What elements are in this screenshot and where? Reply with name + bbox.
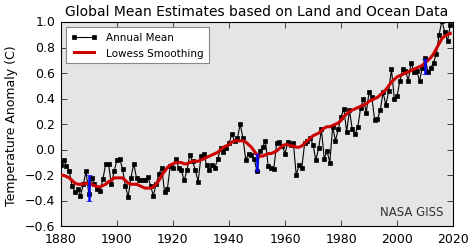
Text: NASA GISS: NASA GISS	[380, 206, 443, 218]
Y-axis label: Temperature Anomaly (C): Temperature Anomaly (C)	[5, 45, 18, 205]
Line: Lowess Smoothing: Lowess Smoothing	[61, 34, 450, 188]
Annual Mean	[72, 191, 78, 194]
Annual Mean	[58, 164, 64, 167]
Annual Mean	[97, 190, 103, 192]
Legend: Annual Mean, Lowess Smoothing: Annual Mean, Lowess Smoothing	[66, 28, 209, 64]
Annual Mean	[223, 148, 229, 150]
Line: Annual Mean: Annual Mean	[59, 19, 453, 200]
Annual Mean	[254, 170, 260, 173]
Lowess Smoothing	[447, 33, 453, 36]
Lowess Smoothing	[58, 174, 64, 177]
Lowess Smoothing	[72, 182, 78, 185]
Annual Mean	[447, 24, 453, 27]
Annual Mean	[125, 196, 131, 199]
Lowess Smoothing	[142, 187, 148, 190]
Lowess Smoothing	[97, 186, 103, 188]
Annual Mean	[81, 183, 86, 186]
Lowess Smoothing	[445, 34, 450, 37]
Annual Mean	[131, 163, 137, 166]
Lowess Smoothing	[128, 183, 134, 186]
Annual Mean	[439, 20, 445, 23]
Title: Global Mean Estimates based on Land and Ocean Data: Global Mean Estimates based on Land and …	[65, 5, 448, 19]
Lowess Smoothing	[81, 183, 86, 186]
Lowess Smoothing	[254, 154, 260, 157]
